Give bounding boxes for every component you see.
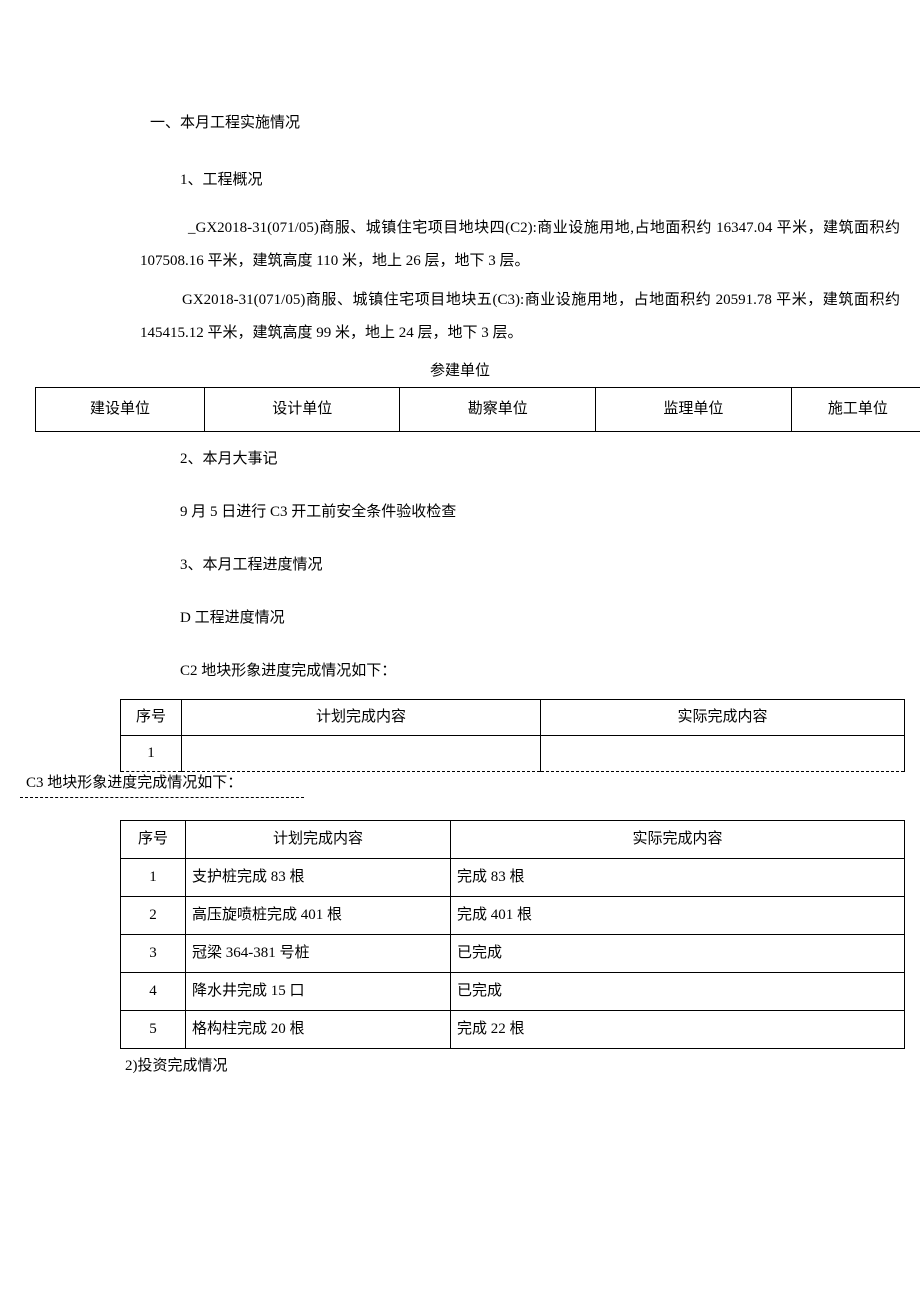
units-th-3: 监理单位 xyxy=(596,388,792,432)
sub-2-p1: 9 月 5 日进行 C3 开工前安全条件验收检查 xyxy=(180,499,900,526)
sub-3-title: 3、本月工程进度情况 xyxy=(180,552,900,579)
sub-1-title: 1、工程概况 xyxy=(180,167,900,194)
c3-r5-seq: 5 xyxy=(121,1011,186,1049)
c2-th-2: 实际完成内容 xyxy=(541,700,905,736)
c3-r3-plan: 冠梁 364-381 号桩 xyxy=(186,935,451,973)
sub-3-sub: D 工程进度情况 xyxy=(180,605,900,632)
c2-r1-seq: 1 xyxy=(121,736,182,772)
c3-r2-plan: 高压旋喷桩完成 401 根 xyxy=(186,897,451,935)
units-table: 建设单位 设计单位 勘察单位 监理单位 施工单位 xyxy=(35,387,920,432)
c3-r2-actual: 完成 401 根 xyxy=(451,897,905,935)
c2-r1-plan xyxy=(182,736,541,772)
c2-th-1: 计划完成内容 xyxy=(182,700,541,736)
c3-r1-plan: 支护桩完成 83 根 xyxy=(186,859,451,897)
c3-r4-actual: 已完成 xyxy=(451,973,905,1011)
invest-line: 2)投资完成情况 xyxy=(125,1053,900,1080)
section-1-title: 一、本月工程实施情况 xyxy=(150,110,900,137)
c3-r1-seq: 1 xyxy=(121,859,186,897)
units-th-0: 建设单位 xyxy=(36,388,205,432)
sub-2-title: 2、本月大事记 xyxy=(180,446,900,473)
units-table-caption: 参建单位 xyxy=(20,358,900,385)
c3-table: 序号 计划完成内容 实际完成内容 1 支护桩完成 83 根 完成 83 根 2 … xyxy=(120,820,905,1049)
c2-caption: C2 地块形象进度完成情况如下： xyxy=(180,658,900,685)
c3-r4-seq: 4 xyxy=(121,973,186,1011)
c3-r3-actual: 已完成 xyxy=(451,935,905,973)
overview-p1: _GX2018-31(071/05)商服、城镇住宅项目地块四(C2):商业设施用… xyxy=(140,212,900,278)
c3-r2-seq: 2 xyxy=(121,897,186,935)
c3-th-2: 实际完成内容 xyxy=(451,821,905,859)
c2-th-0: 序号 xyxy=(121,700,182,736)
c3-r3-seq: 3 xyxy=(121,935,186,973)
units-th-4: 施工单位 xyxy=(791,388,920,432)
c3-caption: C3 地块形象进度完成情况如下： xyxy=(20,770,304,798)
document-page: 一、本月工程实施情况 1、工程概况 _GX2018-31(071/05)商服、城… xyxy=(0,0,920,1120)
c3-th-0: 序号 xyxy=(121,821,186,859)
units-th-2: 勘察单位 xyxy=(400,388,596,432)
c3-r5-plan: 格构柱完成 20 根 xyxy=(186,1011,451,1049)
c3-r4-plan: 降水井完成 15 口 xyxy=(186,973,451,1011)
c3-r5-actual: 完成 22 根 xyxy=(451,1011,905,1049)
units-th-1: 设计单位 xyxy=(204,388,400,432)
c3-th-1: 计划完成内容 xyxy=(186,821,451,859)
c3-r1-actual: 完成 83 根 xyxy=(451,859,905,897)
c2-r1-actual xyxy=(541,736,905,772)
overview-p2: GX2018-31(071/05)商服、城镇住宅项目地块五(C3):商业设施用地… xyxy=(140,284,900,350)
c2-table: 序号 计划完成内容 实际完成内容 1 xyxy=(120,699,905,772)
